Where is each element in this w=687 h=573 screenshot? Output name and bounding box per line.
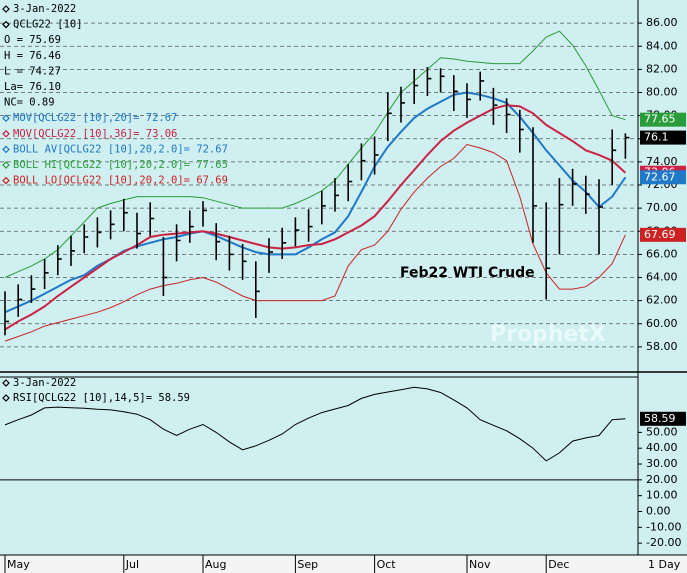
legend-marker xyxy=(2,5,10,13)
stat-label: H = 76.46 xyxy=(4,50,61,62)
legend-marker xyxy=(2,379,10,387)
legend-entry: RSI[QCLG22 [10],14,5]= 58.59 xyxy=(13,392,190,404)
y-tick-label: 40.00 xyxy=(646,441,678,454)
legend-entry: BOLL AV[QCLG22 [10],20,2.0]= 72.67 xyxy=(13,143,228,155)
stat-label: La= 76.10 xyxy=(4,81,61,93)
x-tick-label: May xyxy=(7,558,30,571)
stat-label: NC= 0.89 xyxy=(4,97,55,109)
date-label: 3-Jan-2022 xyxy=(13,377,76,389)
y-tick-label: 86.00 xyxy=(646,16,678,29)
stat-label: O = 75.69 xyxy=(4,34,61,46)
last-value-box xyxy=(640,130,686,145)
y-tick-label: 84.00 xyxy=(646,39,678,52)
last-value-label: 76.1 xyxy=(644,131,669,144)
legend-entry: BOLL LO[QCLG22 [10],20,2.0]= 67.69 xyxy=(13,175,228,187)
legend-marker xyxy=(2,394,10,402)
last-value-label: 72.67 xyxy=(644,170,676,183)
legend-marker xyxy=(2,161,10,169)
y-tick-label: 50.00 xyxy=(646,425,678,438)
y-tick-label: 60.00 xyxy=(646,317,678,330)
y-tick-label: -10.00 xyxy=(646,520,681,533)
x-tick-label: Oct xyxy=(377,558,397,571)
indicator-line xyxy=(4,30,626,278)
y-tick-label: 64.00 xyxy=(646,271,678,284)
y-tick-label: 10.00 xyxy=(646,489,678,502)
legend-marker xyxy=(2,114,10,123)
y-tick-label: -20.00 xyxy=(646,536,681,549)
last-value-label: 67.69 xyxy=(644,228,676,241)
last-value-box xyxy=(640,170,686,185)
y-tick-label: 30.00 xyxy=(646,457,678,470)
legend-marker xyxy=(2,145,10,154)
y-tick-label: 74.00 xyxy=(646,155,678,168)
symbol-label: QCLG22 [10] xyxy=(13,19,83,31)
x-tick-label: Dec xyxy=(548,558,569,571)
last-value-box xyxy=(640,112,686,127)
y-tick-label: 62.00 xyxy=(646,294,678,307)
last-value-box xyxy=(640,411,686,426)
stat-label: L = 74.27 xyxy=(4,65,61,77)
legend-marker xyxy=(2,176,10,185)
x-tick-label: Aug xyxy=(205,558,226,571)
last-value-label: 77.65 xyxy=(644,113,676,126)
indicator-line xyxy=(4,104,627,331)
x-tick-label: Sep xyxy=(297,558,318,571)
x-tick-label: Jul xyxy=(125,558,139,571)
y-tick-label: 66.00 xyxy=(646,247,678,260)
y-tick-label: 70.00 xyxy=(646,201,678,214)
y-tick-label: 58.00 xyxy=(646,340,678,353)
y-tick-label: 0.00 xyxy=(646,504,671,517)
annotation: Feb22 WTI Crude xyxy=(400,265,535,281)
interval-label: 1 Day xyxy=(648,558,681,571)
legend-entry: BOLL HI[QCLG22 [10],20,2.0]= 77.65 xyxy=(13,159,228,171)
indicator-line xyxy=(4,143,626,342)
rsi-line xyxy=(4,386,626,462)
legend-entry: MOV[QCLG22 [10],36]= 73.06 xyxy=(13,128,177,140)
y-tick-label: 82.00 xyxy=(646,62,678,75)
watermark: ProphetX xyxy=(490,322,606,347)
x-axis-strip xyxy=(0,555,687,573)
x-tick-label: Nov xyxy=(469,558,491,571)
legend-entry: MOV[QCLG22 [10],20]= 72.67 xyxy=(13,112,177,124)
legend-marker xyxy=(2,129,10,138)
date-label: 3-Jan-2022 xyxy=(13,3,76,15)
legend-marker xyxy=(2,20,10,29)
last-value-box xyxy=(640,227,686,242)
y-tick-label: 20.00 xyxy=(646,473,678,486)
y-tick-label: 80.00 xyxy=(646,86,678,99)
last-value-label: 58.59 xyxy=(644,412,676,425)
